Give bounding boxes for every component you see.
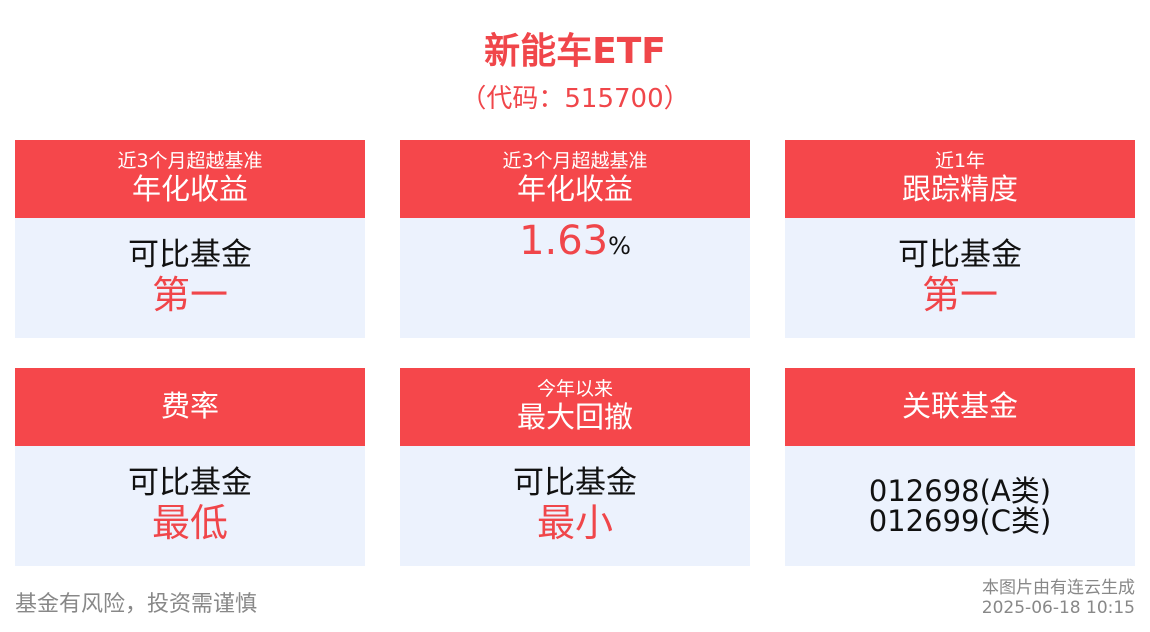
body-highlight: 第一 [921,272,998,317]
card-body: 可比基金 最低 [15,446,365,566]
header-big: 年化收益 [516,172,633,207]
header-big: 最大回撤 [516,400,633,435]
body-label: 可比基金 [898,237,1022,274]
card-header: 关联基金 [785,368,1135,446]
card: 关联基金 012698(A类) 012699(C类) [785,368,1135,566]
card: 今年以来 最大回撤 可比基金 最小 [400,368,750,566]
body-value: 1.63 [519,218,609,264]
body-label: 可比基金 [128,465,252,502]
header-big: 年化收益 [131,172,248,207]
card-body: 可比基金 第一 [15,218,365,338]
source-block: 本图片由有连云生成 2025-06-18 10:15 [982,578,1135,619]
source: 本图片由有连云生成 [982,578,1135,598]
body-label: 可比基金 [513,465,637,502]
body-highlight: 第一 [151,272,228,317]
card: 近3个月超越基准 年化收益 1.63% [400,140,750,338]
header-small: 今年以来 [536,378,613,401]
header-small: 近3个月超越基准 [502,150,648,173]
card-body: 可比基金 第一 [785,218,1135,338]
card-header: 近3个月超越基准 年化收益 [15,140,365,218]
card-body: 可比基金 最小 [400,446,750,566]
header-big: 跟踪精度 [901,172,1018,207]
header-big: 费率 [160,389,219,424]
disclaimer: 基金有风险，投资需谨慎 [15,592,258,617]
body-label: 可比基金 [128,237,252,274]
card: 近3个月超越基准 年化收益 可比基金 第一 [15,140,365,338]
card-header: 费率 [15,368,365,446]
card: 近1年 跟踪精度 可比基金 第一 [785,140,1135,338]
fund-code: 012698(A类) [868,473,1052,508]
card-header: 今年以来 最大回撤 [400,368,750,446]
header-small: 近3个月超越基准 [117,150,263,173]
fund-code: 012699(C类) [868,504,1052,538]
subtitle: （代码：515700） [460,84,690,114]
card-header: 近3个月超越基准 年化收益 [400,140,750,218]
title: 新能车ETF [484,31,666,72]
body-highlight: 最小 [536,500,613,545]
header-small: 近1年 [934,150,986,173]
card: 费率 可比基金 最低 [15,368,365,566]
timestamp: 2025-06-18 10:15 [981,598,1135,619]
body-highlight: 最低 [151,500,228,545]
header-big: 关联基金 [901,389,1018,424]
card-body: 012698(A类) 012699(C类) [785,446,1135,566]
card-body: 1.63% [400,218,750,338]
card-header: 近1年 跟踪精度 [785,140,1135,218]
body-unit: % [608,232,631,260]
